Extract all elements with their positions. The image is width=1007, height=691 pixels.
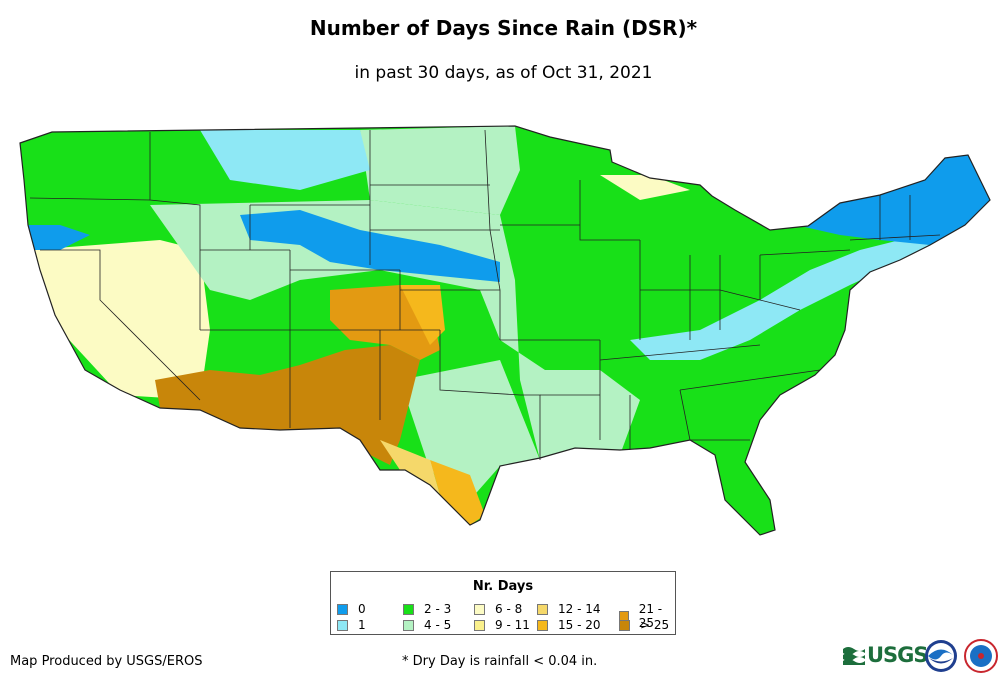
- usgs-logo-text: USGS: [867, 643, 929, 667]
- legend-label: 6 - 8: [495, 602, 523, 616]
- legend-swatch: [337, 603, 348, 615]
- legend-item: 4 - 5: [403, 618, 451, 632]
- legend-item: > 25: [619, 618, 669, 632]
- map-title: Number of Days Since Rain (DSR)*: [309, 16, 698, 40]
- legend-item: 6 - 8: [474, 602, 522, 616]
- legend-label: 9 - 11: [495, 618, 530, 632]
- legend-title: Nr. Days: [472, 579, 534, 594]
- legend-label: 1: [358, 618, 366, 632]
- legend-label: 12 - 14: [558, 602, 601, 616]
- zone-12-14-texas: [380, 440, 440, 495]
- legend-swatch: [337, 619, 348, 631]
- zone-6-8-michigan: [600, 175, 690, 200]
- legend-swatch: [474, 603, 485, 615]
- legend-label: > 25: [640, 618, 670, 632]
- usgs-wave-icon: [843, 647, 865, 665]
- legend-item: 9 - 11: [474, 618, 530, 632]
- zone-1-ohio-valley: [630, 240, 930, 360]
- zone-0-norcal: [24, 225, 90, 250]
- legend-item: 2 - 3: [403, 602, 451, 616]
- map-legend: Nr. Days 0 1 2 - 3 4 - 5 6 - 8 9 - 11 12 - 14 1…: [330, 571, 676, 635]
- credit-text: Map Produced by USGS/EROS: [10, 654, 203, 669]
- zone-0-northeast: [800, 155, 990, 245]
- legend-swatch: [619, 619, 630, 631]
- legend-swatch: [537, 603, 548, 615]
- zone-1-north-rockies: [200, 130, 370, 190]
- noaa-logo-icon: [925, 640, 957, 672]
- legend-item: 15 - 20: [537, 618, 601, 632]
- legend-item: 12 - 14: [537, 602, 601, 616]
- legend-label: 4 - 5: [424, 618, 452, 632]
- legend-item: 21 - 25: [619, 602, 675, 630]
- state-boundaries: [29, 129, 941, 460]
- legend-swatch: [474, 619, 485, 631]
- dsr-zones: [20, 126, 990, 535]
- legend-item: 0: [337, 602, 366, 616]
- legend-swatch: [403, 603, 414, 615]
- zone-15-20-south-texas: [430, 460, 485, 525]
- zone-4-5-north-plains: [360, 126, 520, 215]
- legend-swatch: [403, 619, 414, 631]
- legend-label: 21 - 25: [638, 602, 663, 630]
- nws-logo-icon: [964, 639, 998, 673]
- zone-gt-25-southwest: [155, 345, 420, 465]
- legend-label: 2 - 3: [424, 602, 452, 616]
- zone-4-5-central: [150, 200, 640, 460]
- us-dsr-map: [19, 125, 991, 536]
- legend-item: 1: [337, 618, 366, 632]
- usgs-logo: USGS: [843, 643, 929, 667]
- legend-label: 0: [358, 602, 366, 616]
- legend-swatch: [537, 619, 548, 631]
- map-subtitle: in past 30 days, as of Oct 31, 2021: [354, 63, 653, 83]
- legend-label: 15 - 20: [558, 618, 601, 632]
- us-outline: [19, 125, 991, 536]
- dry-day-note: * Dry Day is rainfall < 0.04 in.: [402, 654, 598, 669]
